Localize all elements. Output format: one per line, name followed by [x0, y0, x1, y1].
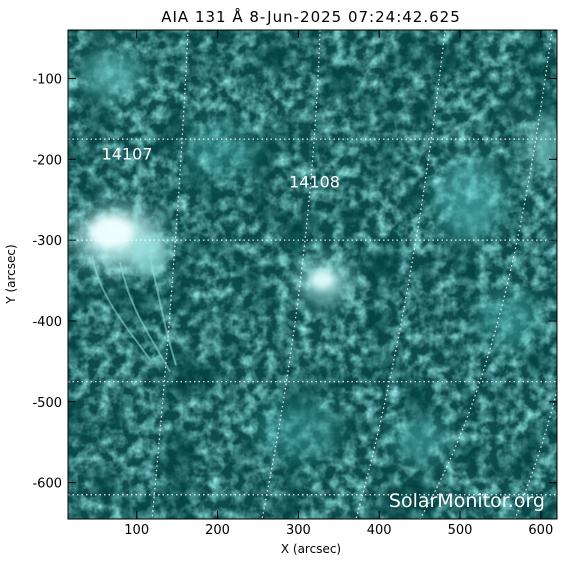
grid-meridian-line-2 — [355, 30, 446, 519]
figure-title: AIA 131 Å 8-Jun-2025 07:24:42.625 — [161, 7, 461, 26]
x-axis-ticks: 100 200 300 400 500 600 — [124, 30, 553, 538]
heliographic-grid — [68, 30, 557, 519]
x-tick-label-5: 600 — [528, 523, 553, 538]
y-axis-ticks: -100 -200 -300 -400 -500 -600 — [32, 72, 557, 492]
y-tick-label-3: -400 — [32, 315, 62, 330]
solar-image: 14107 14108 SolarMonitor.org — [68, 30, 557, 519]
x-tick-label-1: 200 — [205, 523, 230, 538]
y-tick-label-0: -100 — [32, 72, 62, 87]
grid-meridian-line-3 — [419, 30, 553, 519]
x-axis-label: X (arcsec) — [281, 542, 341, 556]
x-tick-label-0: 100 — [124, 523, 149, 538]
y-tick-label-2: -300 — [32, 234, 62, 249]
x-tick-label-3: 400 — [367, 523, 392, 538]
y-tick-label-5: -600 — [32, 477, 62, 492]
y-axis-label: Y (arcsec) — [4, 244, 18, 304]
y-tick-label-1: -200 — [32, 153, 62, 168]
active-region-labels: 14107 14108 — [102, 144, 340, 191]
bright-features — [76, 51, 557, 462]
active-region-label-0: 14107 — [102, 144, 153, 163]
x-tick-label-4: 500 — [448, 523, 473, 538]
y-tick-label-4: -500 — [32, 396, 62, 411]
x-tick-label-2: 300 — [286, 523, 311, 538]
grid-meridian-line-4 — [514, 389, 557, 519]
active-region-label-1: 14108 — [289, 173, 340, 192]
plot-frame — [67, 29, 558, 520]
watermark: SolarMonitor.org — [389, 490, 545, 512]
